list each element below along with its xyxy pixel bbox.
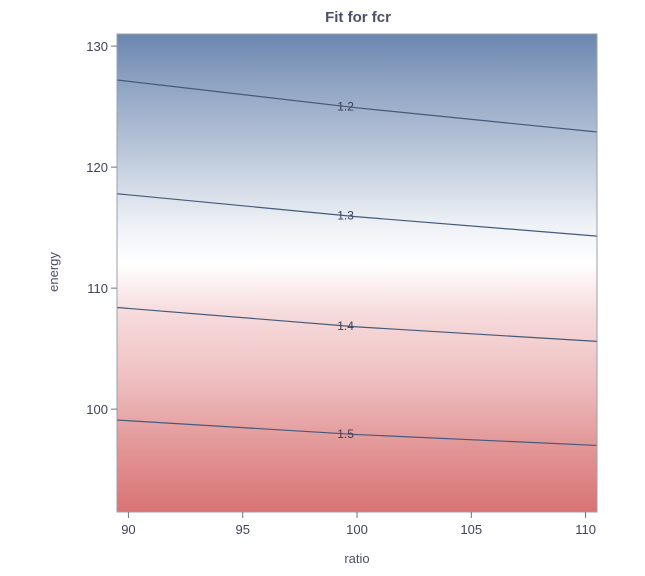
contour-label-1.5: 1.5 — [337, 427, 354, 441]
contour-line-1.3 — [116, 193, 598, 237]
x-axis-label: ratio — [344, 551, 369, 566]
x-tick-label: 95 — [235, 522, 249, 537]
y-tick-label: 120 — [86, 160, 108, 175]
y-axis: 100 110 120 130 — [86, 39, 117, 417]
response-surface — [117, 34, 597, 512]
y-tick-label: 110 — [87, 281, 108, 296]
x-axis: 90 95 100 105 110 — [121, 512, 596, 537]
contour-labels: 1.2 1.3 1.4 1.5 — [337, 99, 354, 441]
contour-label-1.3: 1.3 — [337, 209, 354, 223]
x-tick-label: 90 — [121, 522, 135, 537]
contour-line-1.2 — [116, 79, 598, 133]
y-axis-label: energy — [46, 252, 61, 292]
x-tick-label: 100 — [346, 522, 368, 537]
y-tick-label: 100 — [86, 402, 108, 417]
contour-label-1.4: 1.4 — [337, 319, 354, 333]
chart-title: Fit for fcr — [325, 9, 391, 26]
x-tick-label: 110 — [575, 522, 596, 537]
x-tick-label: 105 — [460, 522, 482, 537]
y-tick-label: 130 — [86, 39, 108, 54]
contour-lines — [116, 79, 598, 447]
contour-line-1.4 — [116, 306, 598, 342]
contour-line-1.5 — [116, 419, 598, 447]
contour-label-1.2: 1.2 — [337, 99, 354, 113]
